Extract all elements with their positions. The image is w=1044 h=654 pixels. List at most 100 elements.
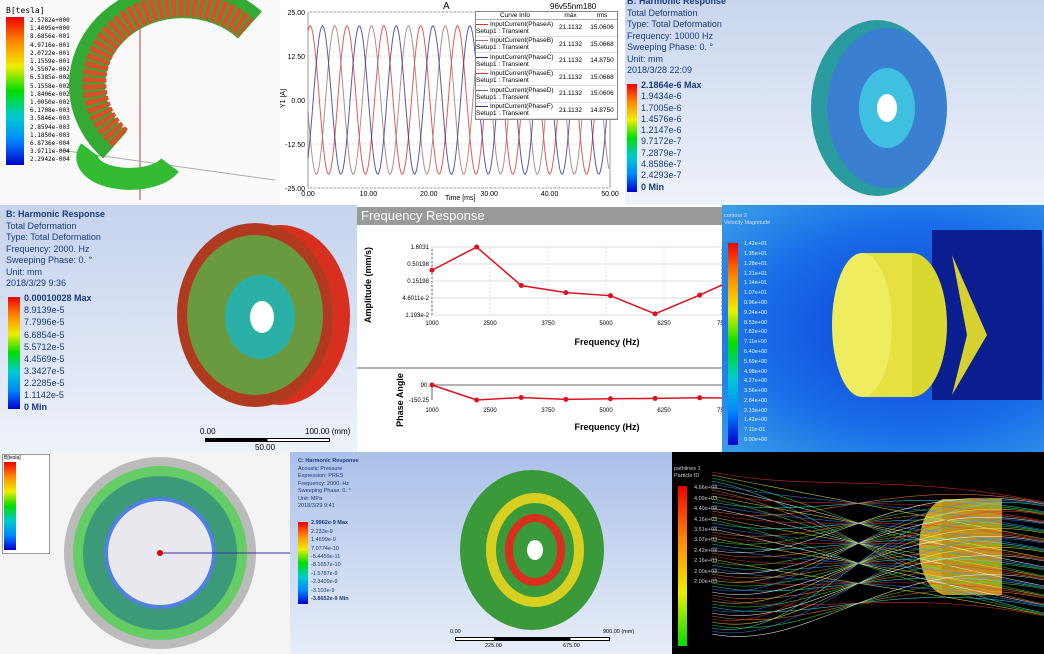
- curve-legend: Curve Info max rms InputCurrent(PhaseA) Setu…: [475, 11, 618, 120]
- legend-value: 4.4569e-5: [24, 353, 65, 364]
- legend-value: 8.9139e-5: [24, 305, 65, 316]
- scale-label-675: 675.00: [563, 643, 580, 649]
- x-tick-label: 1000: [425, 321, 439, 327]
- result-info-line: Frequency: 10000 Hz: [627, 30, 714, 41]
- amplitude-point: [607, 293, 613, 299]
- frequency-response-plots: Amplitude (mm/s) 1.6031 0.50198 0.15198 4.60…: [357, 244, 722, 432]
- legend-value: 4.9716e-001: [30, 41, 70, 49]
- result-info-line: 2018/3/29 9:41: [298, 503, 335, 509]
- panel-velocity-contour: contour 2 Velocity Magnitude 1.42e+01 1.3…: [722, 205, 1044, 452]
- phase-point: [474, 397, 480, 403]
- x-tick-label: 6250: [657, 321, 671, 327]
- wheel-model: [177, 223, 350, 407]
- legend-swatch: [476, 23, 488, 25]
- legend-value: 2.233e-9: [311, 528, 333, 535]
- amplitude-point: [429, 267, 435, 273]
- legend-value: -3.8652e-9 Min: [311, 595, 349, 602]
- legend-value: 1.07e+01: [744, 290, 768, 297]
- result-info-line: Unit: MPa: [298, 495, 323, 502]
- legend-value: 3.51e+03: [694, 527, 718, 533]
- y-tick-label: 90.: [421, 383, 430, 389]
- phase-point: [607, 396, 613, 402]
- legend-value: 2.00e+03: [694, 568, 718, 575]
- result-info-line: Total Deformation: [627, 7, 698, 18]
- colorbar: [4, 462, 16, 550]
- y-tick-label: -150.25: [409, 398, 430, 404]
- fan-model: [832, 230, 1042, 400]
- legend-header-cell: rms: [596, 12, 608, 19]
- curve-max: 21.1132: [558, 57, 582, 65]
- scale-label-mid: 50.00: [255, 443, 276, 452]
- legend-value: 1.9434e-6: [641, 91, 682, 102]
- legend-value: 1.2147e-6: [641, 125, 682, 136]
- legend-swatch: [476, 40, 488, 42]
- colorbar: [627, 84, 637, 192]
- series-line: [307, 24, 610, 175]
- legend-value: 0 Min: [641, 181, 665, 192]
- result-info-line: Unit: mm: [627, 53, 663, 64]
- legend-swatch: [476, 106, 488, 108]
- y-tick-label: 0.00: [291, 98, 305, 105]
- legend-value: 2.2285e-5: [24, 377, 65, 388]
- legend-value: 4.8586e-7: [641, 158, 682, 169]
- legend-value: 2.1864e-6 Max: [641, 79, 702, 90]
- legend-value: 1.28e+01: [744, 260, 768, 267]
- phase-point: [697, 395, 703, 401]
- contour-title: contour 2: [724, 213, 747, 219]
- curve-max: 21.1132: [558, 90, 582, 98]
- x-axis-label: Frequency (Hz): [574, 422, 639, 432]
- legend-value: 6.5385e-002: [30, 74, 70, 82]
- legend-value: 2.0722e-001: [30, 49, 70, 57]
- colorbar: [8, 297, 20, 409]
- curve-name: InputCurrent(PhaseA): [490, 20, 554, 28]
- legend-value: 4.98e+00: [744, 368, 768, 375]
- legend-value: 9.5507e-002: [30, 66, 70, 74]
- result-info-line: Acoustic Pressure: [298, 465, 343, 472]
- legend-value: 7.2879e-7: [641, 147, 682, 158]
- panel-pathlines: pathlines 1 Particle ID 4.66e+03 4.09e+03…: [672, 452, 1044, 654]
- result-title: B: Harmonic Response: [6, 209, 106, 219]
- legend-value: 5.69e+00: [744, 358, 768, 365]
- y-axis-label: Y1 [A]: [280, 88, 288, 109]
- curve-rms: 15.0606: [590, 24, 614, 32]
- legend-swatch: [476, 56, 488, 58]
- scale-label-225: 225.00: [485, 643, 502, 649]
- x-axis-label: Frequency (Hz): [574, 337, 639, 347]
- colorbar: [678, 486, 687, 646]
- pathlines-subtitle: Particle ID: [674, 473, 700, 479]
- legend-value: 8.53e+00: [744, 319, 768, 326]
- x-tick-label: 40.00: [541, 191, 559, 198]
- legend-value: 4.09e+03: [694, 495, 718, 502]
- y-tick-label: 0.50198: [407, 262, 429, 268]
- legend-value: 2.13e+00: [744, 407, 768, 414]
- curve-name: InputCurrent(PhaseE): [490, 70, 554, 78]
- x-tick-label: 50.00: [601, 191, 619, 198]
- result-info-line: Frequency: 2000. Hz: [298, 480, 350, 487]
- panel-harmonic-2000hz: B: Harmonic Response Total Deformation Typ…: [0, 205, 357, 452]
- result-info-line: 2018/3/28 22:09: [627, 65, 693, 75]
- legend-value: 1.42e+01: [744, 241, 768, 248]
- wheel-model: [811, 20, 947, 196]
- legend-value: 3.56e+00: [744, 388, 768, 395]
- amplitude-point: [474, 244, 480, 250]
- legend-value: 2.2942e-004: [30, 156, 70, 164]
- curve-rms: 15.0606: [590, 90, 614, 98]
- legend-value: 7.11e+00: [744, 339, 767, 346]
- curve-name: InputCurrent(PhaseD): [490, 86, 554, 94]
- panel-harmonic-10000hz: B: Harmonic Response Total Deformation Typ…: [625, 0, 1044, 205]
- legend-value: -8.1657e-10: [311, 562, 341, 569]
- result-info-line: Sweeping Phase: 0. °: [6, 255, 93, 265]
- legend-value: 1.21e+01: [744, 270, 768, 277]
- legend-value: 1.4576e-6: [641, 113, 682, 124]
- legend-value: 2.5782e+000: [30, 17, 70, 25]
- x-tick-label: 5000: [599, 321, 613, 327]
- x-tick-label: 3750: [541, 408, 555, 414]
- legend-value: 2.00e+03: [694, 578, 718, 585]
- result-info-line: 2018/3/29 9:36: [6, 278, 67, 288]
- legend-value: 9.24e+00: [744, 309, 768, 316]
- y-tick-label: 1.193e-2: [405, 313, 429, 319]
- legend-value: 3.3427e-5: [24, 365, 65, 376]
- scale-label-right: 100.00 (mm): [305, 427, 351, 436]
- legend-value: 2.16e+03: [694, 558, 718, 565]
- panel-stator-flux: B[tesla]: [0, 452, 290, 654]
